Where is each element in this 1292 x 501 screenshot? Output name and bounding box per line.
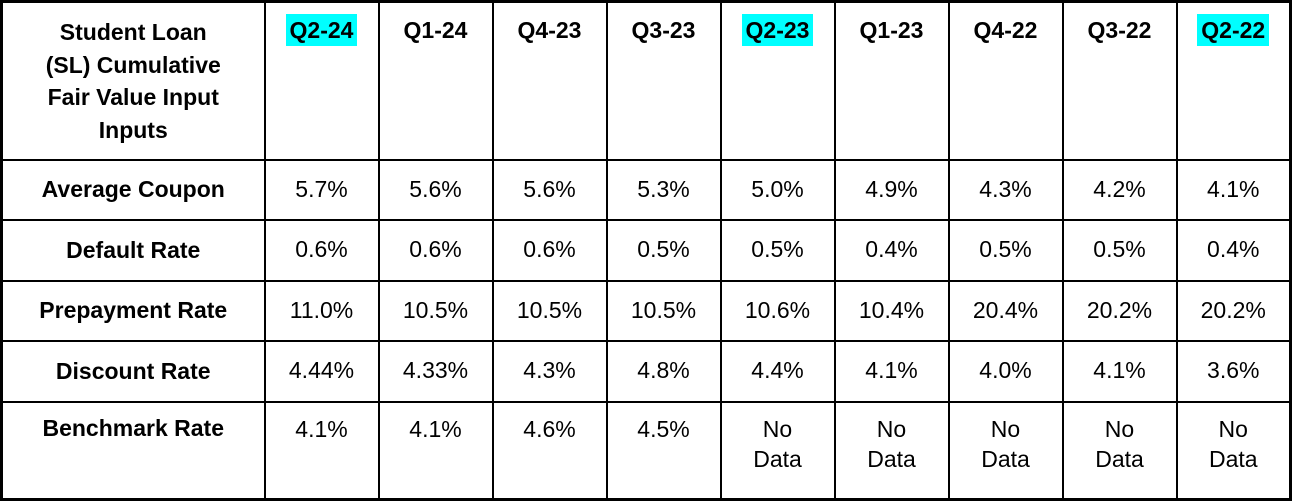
value-cell: 4.1% bbox=[377, 400, 494, 501]
column-header-q4-23: Q4-23 bbox=[491, 0, 608, 161]
row-label: Prepayment Rate bbox=[0, 279, 266, 343]
value-cell: 0.6% bbox=[491, 219, 608, 282]
value-cell: 5.6% bbox=[377, 158, 494, 222]
value-cell: 4.44% bbox=[263, 340, 380, 403]
column-header-q4-22: Q4-22 bbox=[947, 0, 1064, 161]
value-cell: 4.3% bbox=[947, 158, 1064, 222]
value-cell: 5.3% bbox=[605, 158, 722, 222]
column-header-q1-24: Q1-24 bbox=[377, 0, 494, 161]
value-cell: 0.4% bbox=[833, 219, 950, 282]
value-cell: 4.1% bbox=[263, 400, 380, 501]
column-header-q1-23: Q1-23 bbox=[833, 0, 950, 161]
period-label-highlighted: Q2-22 bbox=[1197, 14, 1270, 46]
value-cell: 4.1% bbox=[1061, 340, 1178, 403]
value-cell: 4.33% bbox=[377, 340, 494, 403]
value-cell: 0.5% bbox=[719, 219, 836, 282]
value-cell: No Data bbox=[947, 400, 1064, 501]
value-cell: 10.6% bbox=[719, 279, 836, 343]
value-cell: 4.1% bbox=[1175, 158, 1292, 222]
column-header-q2-23: Q2-23 bbox=[719, 0, 836, 161]
value-cell: 4.3% bbox=[491, 340, 608, 403]
row-label: Discount Rate bbox=[0, 340, 266, 403]
row-label: Benchmark Rate bbox=[0, 400, 266, 501]
table-row: Discount Rate 4.44% 4.33% 4.3% 4.8% 4.4% 4.1% 4… bbox=[0, 340, 1292, 403]
table-body: Average Coupon 5.7% 5.6% 5.6% 5.3% 5.0% 4.9% 4.… bbox=[0, 158, 1292, 501]
period-label-highlighted: Q2-24 bbox=[285, 14, 358, 46]
period-label-highlighted: Q2-23 bbox=[741, 14, 814, 46]
column-header-q2-22: Q2-22 bbox=[1175, 0, 1292, 161]
table-row: Average Coupon 5.7% 5.6% 5.6% 5.3% 5.0% 4.9% 4.… bbox=[0, 158, 1292, 222]
period-label: Q4-22 bbox=[973, 17, 1038, 43]
column-header-q3-22: Q3-22 bbox=[1061, 0, 1178, 161]
value-cell: 0.5% bbox=[605, 219, 722, 282]
period-label: Q1-24 bbox=[403, 17, 468, 43]
value-cell: 4.4% bbox=[719, 340, 836, 403]
period-label: Q1-23 bbox=[859, 17, 924, 43]
column-header-q2-24: Q2-24 bbox=[263, 0, 380, 161]
value-cell: 10.5% bbox=[491, 279, 608, 343]
table-row: Benchmark Rate 4.1% 4.1% 4.6% 4.5% No Data No … bbox=[0, 400, 1292, 501]
value-cell: 4.2% bbox=[1061, 158, 1178, 222]
value-cell: No Data bbox=[719, 400, 836, 501]
value-cell: 4.9% bbox=[833, 158, 950, 222]
value-cell: 20.4% bbox=[947, 279, 1064, 343]
row-label: Average Coupon bbox=[0, 158, 266, 222]
value-cell: 20.2% bbox=[1175, 279, 1292, 343]
row-label: Default Rate bbox=[0, 219, 266, 282]
value-cell: 0.6% bbox=[377, 219, 494, 282]
header-row: Student Loan (SL) Cumulative Fair Value … bbox=[0, 0, 1292, 161]
value-cell: 0.5% bbox=[947, 219, 1064, 282]
value-cell: 10.5% bbox=[605, 279, 722, 343]
value-cell: 5.6% bbox=[491, 158, 608, 222]
value-cell: 10.5% bbox=[377, 279, 494, 343]
value-cell: No Data bbox=[833, 400, 950, 501]
table-row: Prepayment Rate 11.0% 10.5% 10.5% 10.5% 10.6%… bbox=[0, 279, 1292, 343]
value-cell: 10.4% bbox=[833, 279, 950, 343]
value-cell: 0.4% bbox=[1175, 219, 1292, 282]
value-cell: 4.0% bbox=[947, 340, 1064, 403]
value-cell: 4.5% bbox=[605, 400, 722, 501]
value-cell: 11.0% bbox=[263, 279, 380, 343]
value-cell: 0.6% bbox=[263, 219, 380, 282]
table-title: Student Loan (SL) Cumulative Fair Value … bbox=[0, 0, 266, 161]
value-cell: 4.8% bbox=[605, 340, 722, 403]
value-cell: 5.0% bbox=[719, 158, 836, 222]
value-cell: 4.6% bbox=[491, 400, 608, 501]
period-label: Q4-23 bbox=[517, 17, 582, 43]
value-cell: No Data bbox=[1061, 400, 1178, 501]
column-header-q3-23: Q3-23 bbox=[605, 0, 722, 161]
period-label: Q3-22 bbox=[1087, 17, 1152, 43]
value-cell: 4.1% bbox=[833, 340, 950, 403]
value-cell: 20.2% bbox=[1061, 279, 1178, 343]
period-label: Q3-23 bbox=[631, 17, 696, 43]
value-cell: No Data bbox=[1175, 400, 1292, 501]
value-cell: 3.6% bbox=[1175, 340, 1292, 403]
value-cell: 5.7% bbox=[263, 158, 380, 222]
value-cell: 0.5% bbox=[1061, 219, 1178, 282]
table-row: Default Rate 0.6% 0.6% 0.6% 0.5% 0.5% 0.4% 0.5%… bbox=[0, 219, 1292, 282]
